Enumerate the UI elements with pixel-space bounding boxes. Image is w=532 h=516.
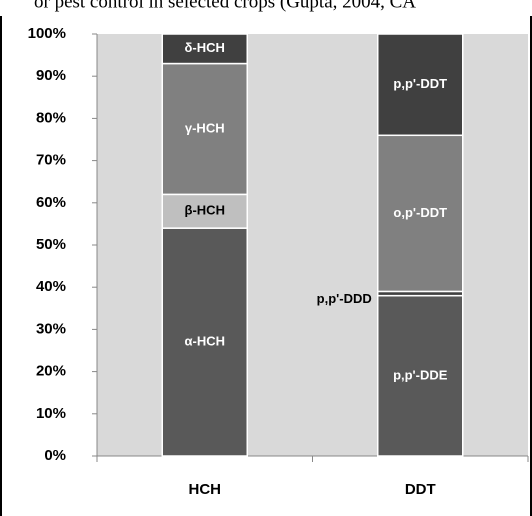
y-tick-label: 90% bbox=[36, 67, 66, 84]
y-tick-label: 30% bbox=[36, 320, 66, 337]
y-tick-label: 20% bbox=[36, 363, 66, 380]
segment-label: p,p'-DDE bbox=[393, 367, 448, 382]
bar-segment bbox=[377, 294, 464, 457]
segment-label: α-HCH bbox=[185, 333, 226, 348]
bar-segment bbox=[161, 33, 248, 65]
y-tick-label: 0% bbox=[44, 447, 66, 464]
y-tick-label: 80% bbox=[36, 109, 66, 126]
x-tick-label: HCH bbox=[189, 481, 222, 498]
y-tick-label: 50% bbox=[36, 236, 66, 253]
bar-segment bbox=[161, 227, 248, 457]
x-tick-label: DDT bbox=[405, 481, 436, 498]
y-tick-label: 70% bbox=[36, 152, 66, 169]
y-tick-label: 100% bbox=[28, 25, 66, 42]
segment-label: δ-HCH bbox=[185, 40, 225, 55]
segment-label: β-HCH bbox=[185, 203, 225, 218]
bar-segment bbox=[161, 193, 248, 229]
bar-segment bbox=[377, 134, 464, 293]
chart-title: or pest control in selected crops (Gupta… bbox=[34, 0, 416, 12]
y-tick-label: 60% bbox=[36, 194, 66, 211]
segment-label: p,p'-DDT bbox=[393, 76, 447, 91]
y-tick-label: 40% bbox=[36, 278, 66, 295]
segment-label: o,p'-DDT bbox=[393, 205, 447, 220]
segment-label: γ-HCH bbox=[185, 120, 225, 135]
segment-label: p,p'-DDD bbox=[317, 291, 372, 306]
bar-segment bbox=[377, 33, 464, 137]
y-tick-label: 10% bbox=[36, 405, 66, 422]
